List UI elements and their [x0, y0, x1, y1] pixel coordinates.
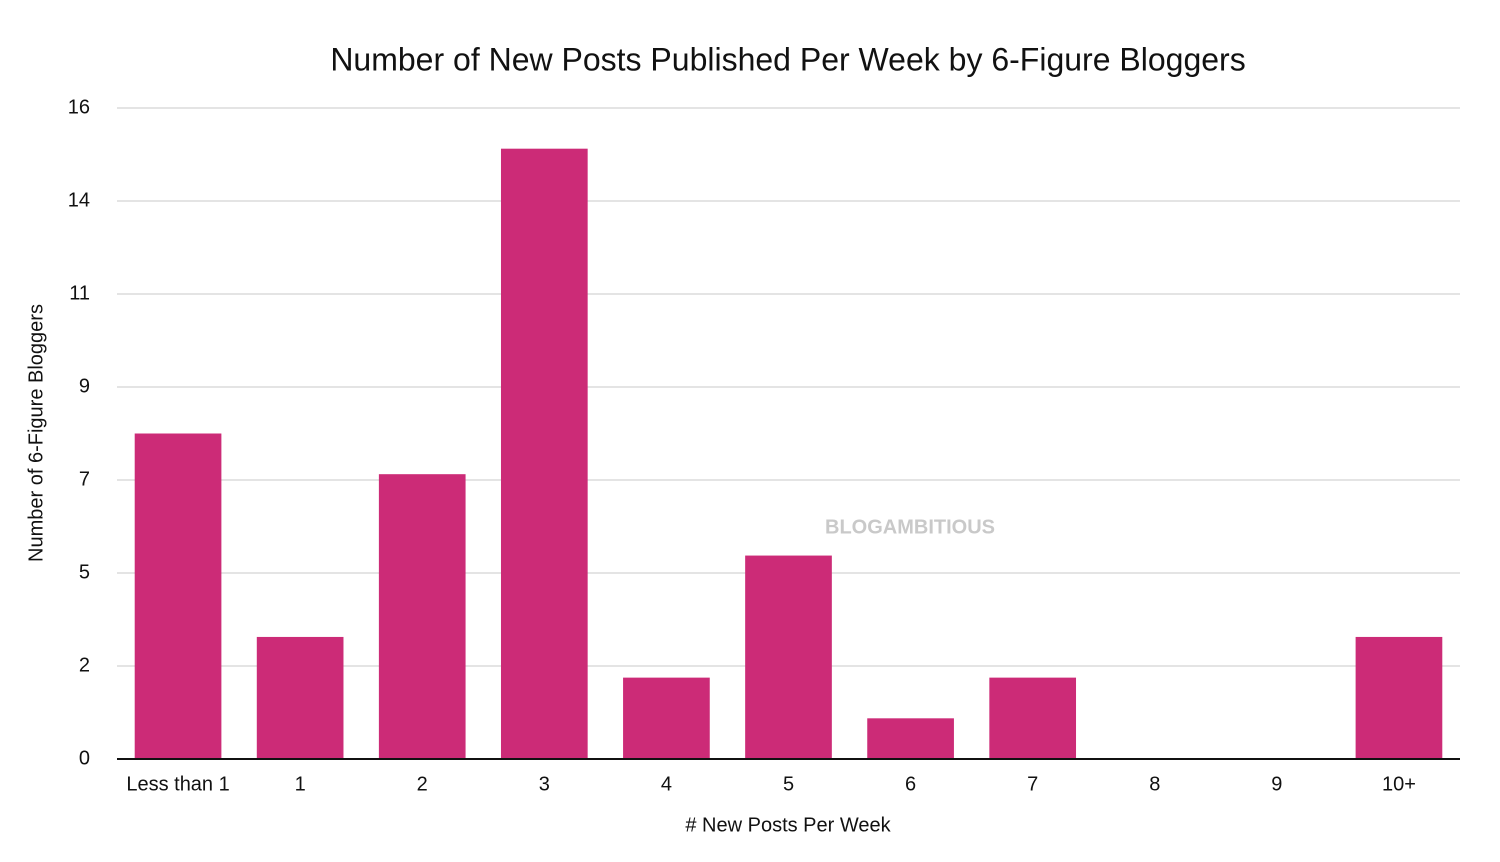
x-tick-label: Less than 1 — [126, 773, 229, 795]
y-tick-label: 0 — [79, 747, 90, 769]
bar — [500, 148, 588, 759]
y-tick-label: 14 — [68, 189, 90, 211]
x-tick-label: 6 — [905, 773, 916, 795]
y-tick-label: 16 — [68, 96, 90, 118]
x-tick-label: 8 — [1149, 773, 1160, 795]
y-axis-title: Number of 6-Figure Bloggers — [25, 304, 47, 562]
watermark: BLOGAMBITIOUS — [825, 516, 995, 538]
y-tick-label: 5 — [79, 561, 90, 583]
x-tick-label: 7 — [1027, 773, 1038, 795]
x-tick-label: 5 — [783, 773, 794, 795]
y-tick-label: 11 — [69, 282, 90, 304]
y-tick-label: 9 — [79, 375, 90, 397]
x-tick-label: 9 — [1271, 773, 1282, 795]
x-tick-label: 3 — [539, 773, 550, 795]
bar — [378, 474, 466, 759]
chart-title: Number of New Posts Published Per Week b… — [330, 41, 1245, 77]
bar — [1355, 636, 1443, 759]
bar — [623, 677, 710, 759]
x-tick-label: 10+ — [1382, 773, 1416, 795]
y-tick-label: 2 — [79, 654, 90, 676]
x-tick-label: 1 — [295, 773, 306, 795]
x-tick-label: 2 — [417, 773, 428, 795]
bar — [745, 555, 832, 759]
bar — [256, 636, 344, 759]
x-tick-label: 4 — [661, 773, 672, 795]
bar — [134, 433, 222, 759]
bar — [867, 718, 954, 759]
bar — [989, 677, 1077, 759]
y-tick-label: 7 — [79, 468, 90, 490]
x-axis-title: # New Posts Per Week — [685, 814, 891, 836]
